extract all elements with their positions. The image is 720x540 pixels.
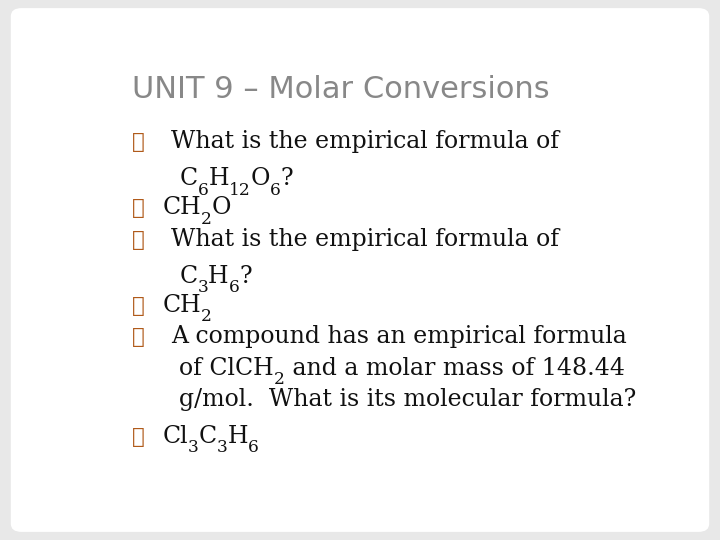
Text: 6: 6 — [229, 279, 240, 296]
Text: ❧: ❧ — [132, 328, 145, 347]
Text: What is the empirical formula of: What is the empirical formula of — [171, 130, 559, 153]
Text: C: C — [179, 265, 197, 288]
Text: 3: 3 — [197, 279, 208, 296]
Text: O: O — [251, 167, 270, 191]
Text: A compound has an empirical formula: A compound has an empirical formula — [171, 326, 626, 348]
Text: 6: 6 — [197, 181, 208, 199]
Text: 3: 3 — [217, 440, 228, 456]
Text: Cl: Cl — [163, 425, 188, 448]
Text: C: C — [199, 425, 217, 448]
Text: 2: 2 — [274, 371, 285, 388]
Text: 6: 6 — [248, 440, 259, 456]
Text: O: O — [212, 197, 232, 219]
Text: 6: 6 — [270, 181, 281, 199]
Text: ❧: ❧ — [132, 133, 145, 152]
Text: UNIT 9 – Molar Conversions: UNIT 9 – Molar Conversions — [132, 75, 549, 104]
Text: 12: 12 — [229, 181, 251, 199]
Text: 2: 2 — [201, 211, 212, 228]
Text: 3: 3 — [188, 440, 199, 456]
Text: ❧: ❧ — [132, 428, 145, 447]
Text: g/mol.  What is its molecular formula?: g/mol. What is its molecular formula? — [179, 388, 636, 411]
Text: 2: 2 — [201, 308, 212, 325]
Text: ❧: ❧ — [132, 231, 145, 249]
Text: H: H — [228, 425, 248, 448]
Text: What is the empirical formula of: What is the empirical formula of — [171, 228, 559, 251]
Text: H: H — [208, 265, 229, 288]
Text: CH: CH — [163, 197, 201, 219]
Text: ?: ? — [240, 265, 252, 288]
Text: ?: ? — [281, 167, 294, 191]
Text: and a molar mass of 148.44: and a molar mass of 148.44 — [285, 356, 625, 380]
Text: CH: CH — [163, 294, 201, 317]
Text: ❧: ❧ — [132, 297, 145, 316]
Text: C: C — [179, 167, 197, 191]
Text: H: H — [208, 167, 229, 191]
Text: ❧: ❧ — [132, 199, 145, 219]
Text: of ClCH: of ClCH — [179, 356, 274, 380]
